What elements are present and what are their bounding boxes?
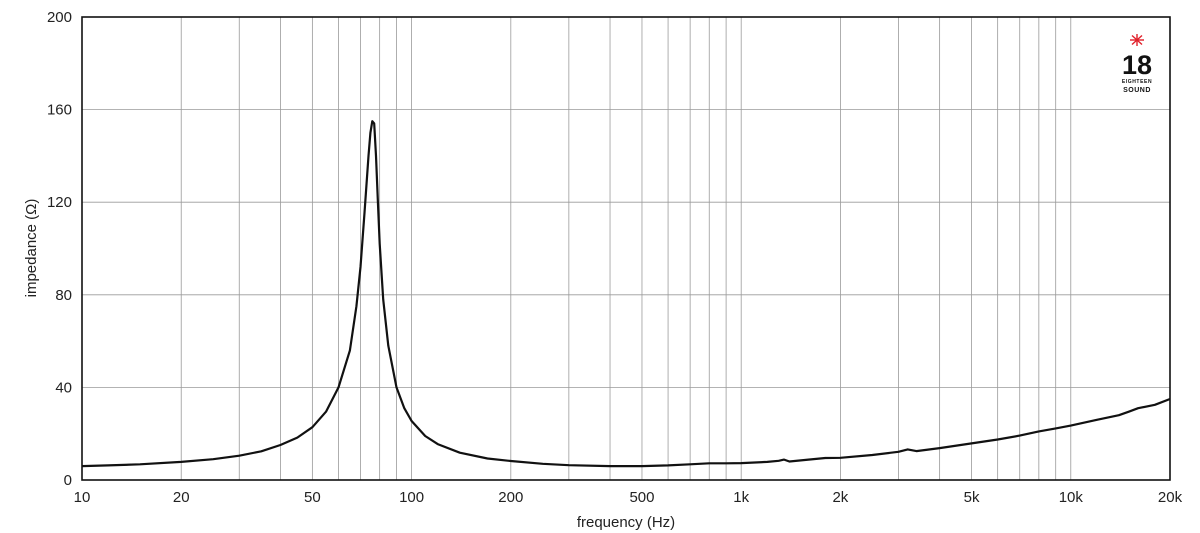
y-tick-label: 0 — [64, 472, 72, 489]
y-tick-label: 160 — [47, 102, 72, 119]
x-tick-label: 50 — [304, 489, 321, 506]
y-tick-label: 120 — [47, 194, 72, 211]
x-tick-label: 5k — [964, 489, 980, 506]
y-tick-label: 40 — [55, 379, 72, 396]
x-tick-label: 2k — [832, 489, 848, 506]
impedance-curve — [81, 120, 1171, 468]
logo-line2: SOUND — [1123, 87, 1151, 94]
logo-line1: EIGHTEEN — [1122, 79, 1152, 85]
x-tick-label: 10 — [74, 489, 91, 506]
brand-logo: 18 EIGHTEEN SOUND — [1122, 34, 1152, 94]
x-tick-labels: 10 20 50 100 200 500 1k 2k 5k 10k 20k — [74, 489, 1183, 506]
x-tick-label: 500 — [629, 489, 654, 506]
x-tick-label: 20k — [1158, 489, 1183, 506]
y-tick-labels: 0 40 80 120 160 200 — [47, 9, 72, 489]
grid-lines — [81, 17, 1171, 480]
x-tick-label: 200 — [498, 489, 523, 506]
x-axis-label: frequency (Hz) — [577, 514, 675, 531]
y-tick-label: 200 — [47, 9, 72, 26]
x-tick-label: 10k — [1059, 489, 1084, 506]
x-tick-label: 20 — [173, 489, 190, 506]
y-axis-label: impedance (Ω) — [23, 199, 40, 298]
x-tick-label: 100 — [399, 489, 424, 506]
star-icon — [1130, 34, 1144, 46]
plot-frame — [81, 16, 1171, 481]
y-tick-label: 80 — [55, 287, 72, 304]
logo-number: 18 — [1122, 50, 1152, 80]
x-tick-label: 1k — [733, 489, 749, 506]
